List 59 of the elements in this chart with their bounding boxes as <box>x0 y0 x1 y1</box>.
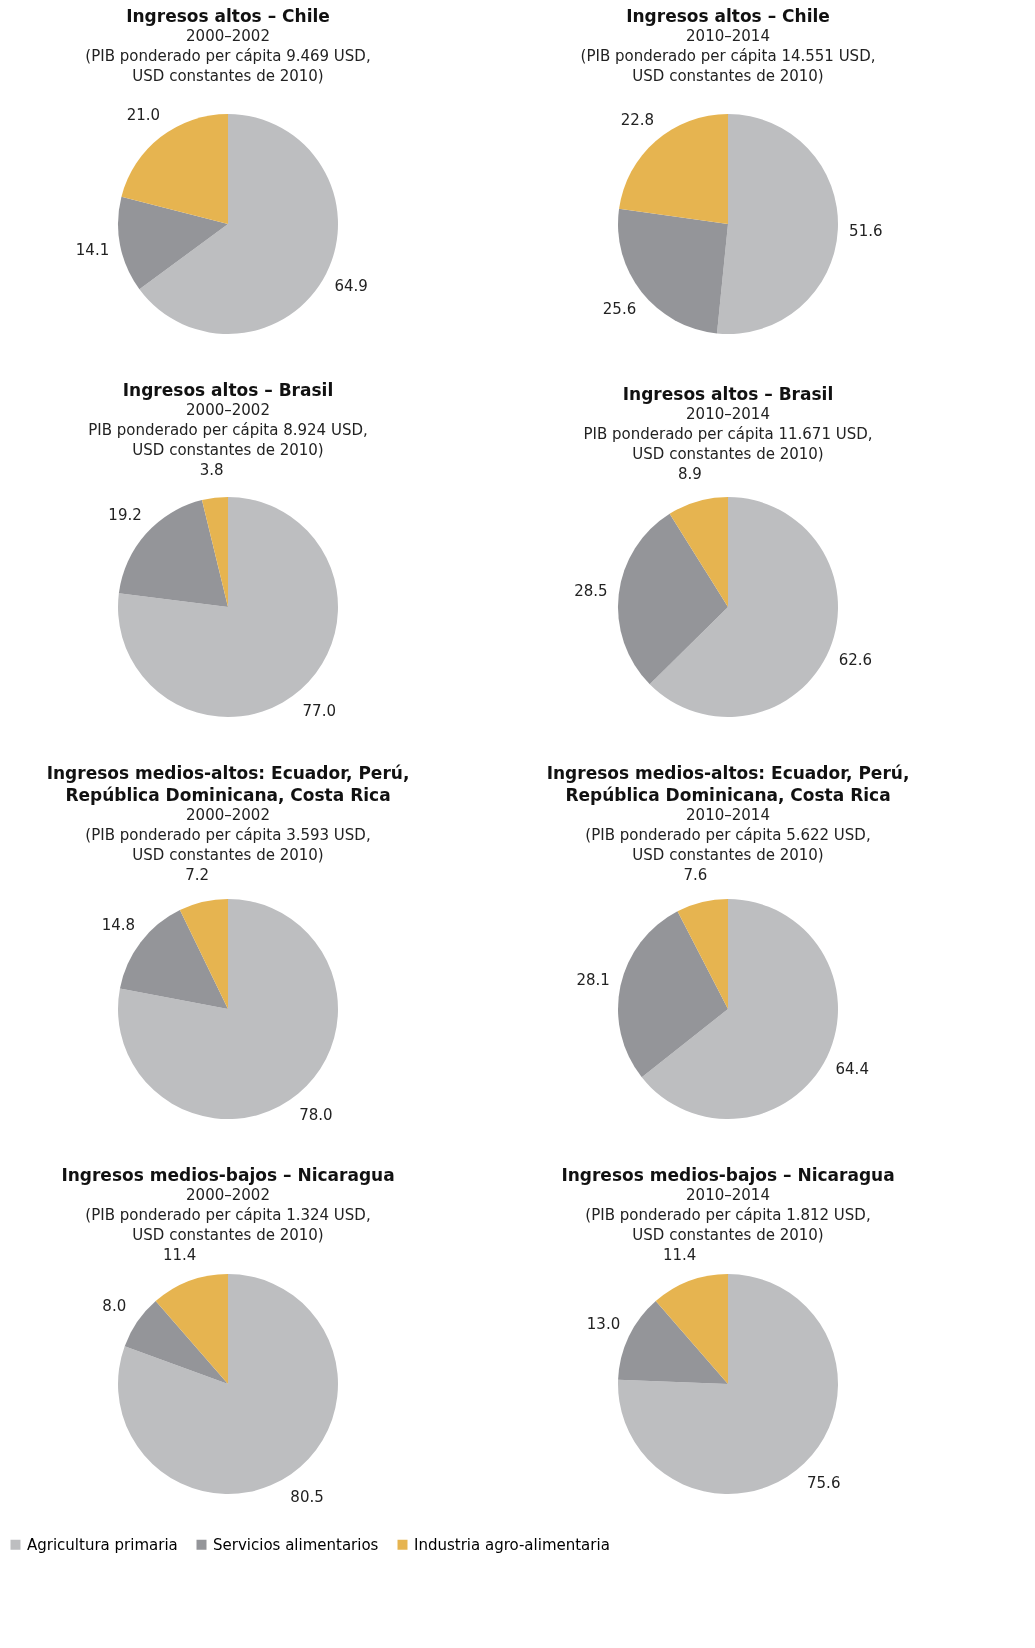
pie-slice <box>179 899 228 1009</box>
chart-title: Ingresos altos – Brasil <box>622 384 834 405</box>
chart-subtitle: 2000–2002 (PIB ponderado per cápita 3.593 USD, USD constantes de 2010) <box>85 805 371 864</box>
data-label: 3.8 <box>199 460 224 479</box>
chart-title: Ingresos altos – Brasil <box>122 379 334 400</box>
pie-slice <box>716 114 838 334</box>
data-label: 75.6 <box>807 1474 841 1493</box>
pie-slice <box>618 911 728 1078</box>
data-label: 14.1 <box>75 241 110 260</box>
pie-slice <box>618 513 728 685</box>
chart-title: Ingresos medios-bajos – Nicaragua <box>561 1164 895 1185</box>
data-label: 28.1 <box>576 970 610 989</box>
pie-slice <box>155 1274 228 1384</box>
chart-subtitle: 2000–2002 (PIB ponderado per cápita 9.469 USD, USD constantes de 2010) <box>85 27 371 85</box>
chart-subtitle: 2010–2014 PIB ponderado per cápita 11.671 USD, USD constantes de 2010) <box>583 405 873 464</box>
data-label: 77.0 <box>302 701 336 720</box>
pie-slice <box>677 899 728 1009</box>
data-label: 51.6 <box>849 221 883 240</box>
data-label: 22.8 <box>620 110 655 129</box>
data-label: 11.4 <box>662 1245 697 1264</box>
legend-label: Servicios alimentarios <box>213 1535 379 1554</box>
legend-label: Industria agro-alimentaria <box>414 1535 610 1554</box>
data-label: 13.0 <box>586 1315 621 1334</box>
data-label: 80.5 <box>290 1488 324 1507</box>
data-label: 25.6 <box>602 300 637 319</box>
data-label: 14.8 <box>101 916 136 935</box>
data-label: 64.4 <box>835 1060 869 1079</box>
pie-slice <box>618 1274 838 1494</box>
chart-subtitle: 2000–2002 (PIB ponderado per cápita 1.324 USD, USD constantes de 2010) <box>85 1185 371 1244</box>
chart-subtitle: 2010–2014 (PIB ponderado per cápita 1.812 USD, USD constantes de 2010) <box>585 1185 871 1244</box>
chart-title: Ingresos medios-altos: Ecuador, Perú, República Dominicana, Costa Rica <box>46 762 410 805</box>
chart-title: Ingresos altos – Chile <box>626 6 830 26</box>
data-label: 64.9 <box>334 277 368 296</box>
chart-title: Ingresos medios-altos: Ecuador, Perú, República Dominicana, Costa Rica <box>546 762 910 805</box>
data-label: 78.0 <box>299 1106 333 1125</box>
pie-slice <box>124 1301 228 1384</box>
pie-slice <box>118 196 228 290</box>
chart-subtitle: 2000–2002 PIB ponderado per cápita 8.924 USD, USD constantes de 2010) <box>88 400 368 459</box>
chart-subtitle: 2010–2014 (PIB ponderado per cápita 5.622 USD, USD constantes de 2010) <box>585 805 871 864</box>
pie-slice <box>669 497 728 607</box>
data-label: 11.4 <box>162 1245 197 1264</box>
data-label: 19.2 <box>108 506 142 525</box>
legend-label: Agricultura primaria <box>27 1535 178 1554</box>
data-label: 7.6 <box>683 865 708 884</box>
chart-title: Ingresos medios-bajos – Nicaragua <box>61 1164 395 1185</box>
data-label: 7.2 <box>185 865 209 884</box>
data-label: 8.0 <box>102 1296 127 1315</box>
data-label: 28.5 <box>574 582 608 600</box>
chart-subtitle: 2010–2014 (PIB ponderado per cápita 14.551 USD, USD constantes de 2010) <box>580 27 876 85</box>
pie-slice <box>655 1274 728 1384</box>
data-label: 21.0 <box>126 105 161 124</box>
pie-slice <box>201 497 228 607</box>
pie-slice <box>619 114 728 224</box>
pie-slice <box>649 497 838 717</box>
pie-slice <box>641 899 838 1119</box>
chart-title: Ingresos altos – Chile <box>126 6 330 26</box>
pie-slice <box>618 1301 728 1384</box>
data-label: 62.6 <box>838 651 873 670</box>
data-label: 8.9 <box>677 465 702 484</box>
